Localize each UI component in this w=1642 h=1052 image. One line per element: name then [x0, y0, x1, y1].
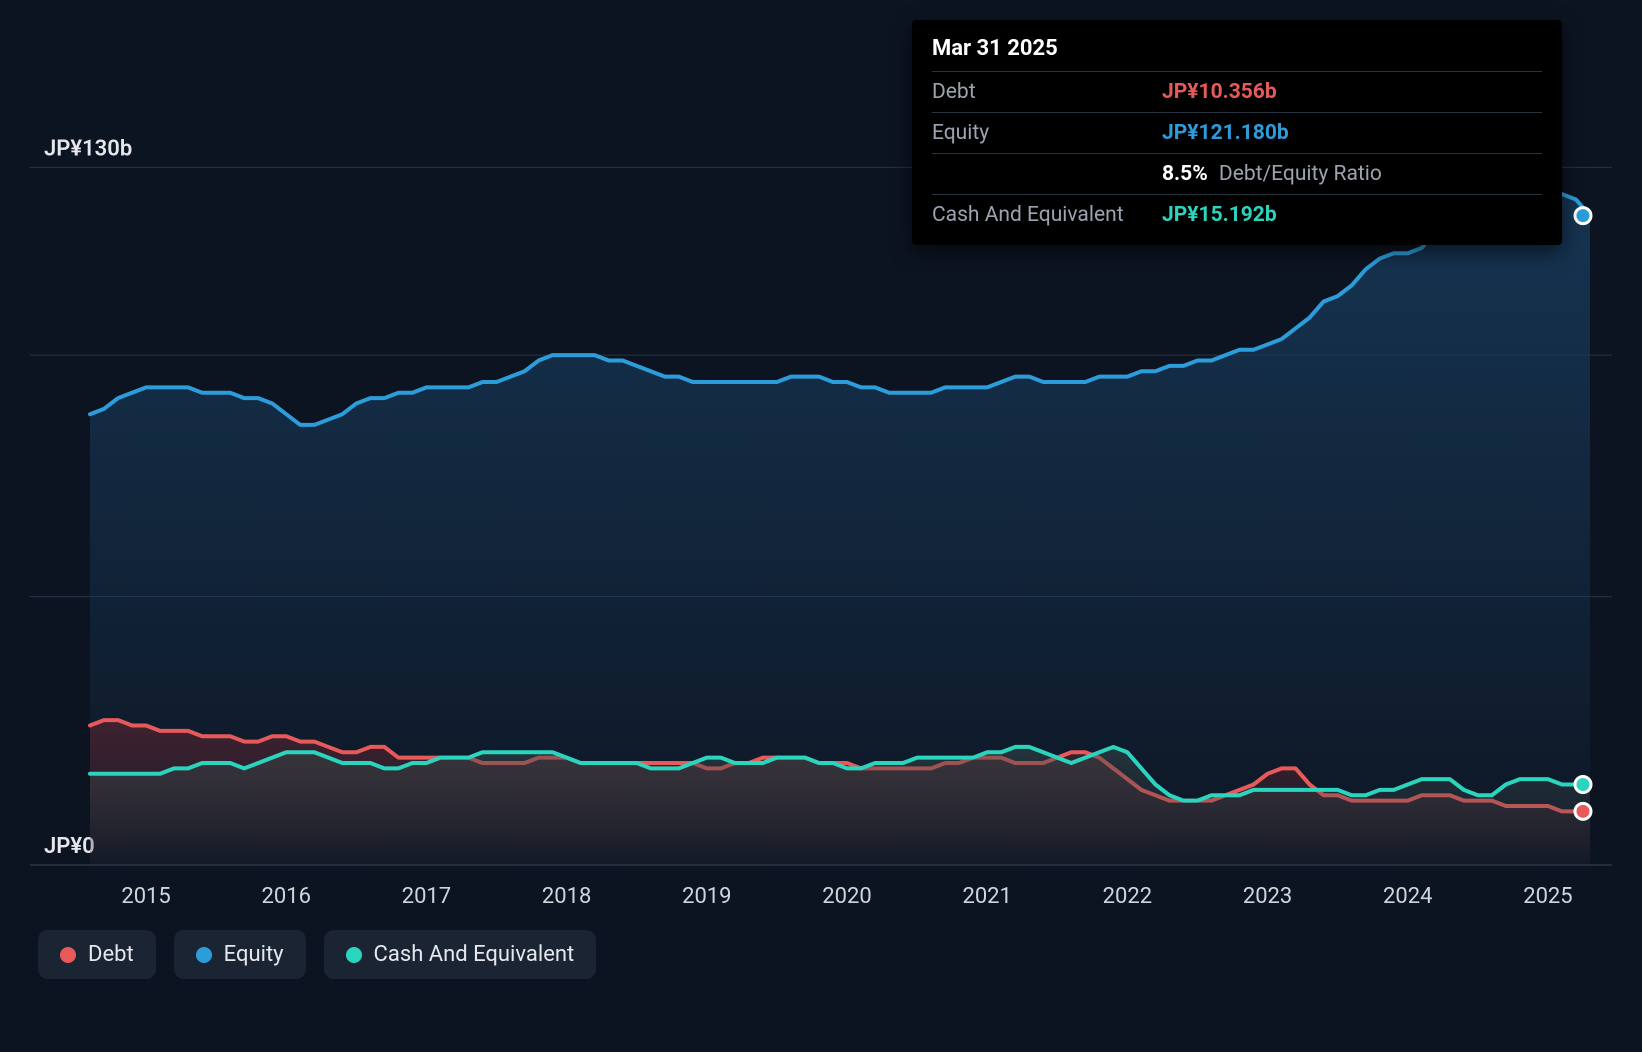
tooltip-row: DebtJP¥10.356b: [932, 71, 1542, 112]
tooltip-ratio-label: Debt/Equity Ratio: [1214, 162, 1382, 186]
legend-swatch-icon: [346, 947, 362, 963]
svg-text:2023: 2023: [1243, 884, 1292, 909]
legend-item-debt[interactable]: Debt: [38, 930, 156, 979]
legend-label: Equity: [224, 942, 284, 967]
svg-text:2015: 2015: [121, 884, 170, 909]
svg-text:JP¥0: JP¥0: [44, 834, 95, 859]
tooltip-row-label: Debt: [932, 80, 1162, 104]
svg-text:2016: 2016: [262, 884, 311, 909]
hover-tooltip: Mar 31 2025 DebtJP¥10.356bEquityJP¥121.1…: [912, 20, 1562, 245]
legend-swatch-icon: [196, 947, 212, 963]
svg-text:JP¥130b: JP¥130b: [44, 136, 132, 161]
chart-legend: Debt Equity Cash And Equivalent: [38, 930, 596, 979]
svg-text:2017: 2017: [402, 884, 451, 909]
tooltip-row-value: JP¥15.192b: [1162, 203, 1277, 227]
tooltip-row-value: JP¥10.356b: [1162, 80, 1277, 104]
svg-text:2022: 2022: [1103, 884, 1152, 909]
legend-item-equity[interactable]: Equity: [174, 930, 306, 979]
legend-swatch-icon: [60, 947, 76, 963]
svg-text:2020: 2020: [822, 884, 871, 909]
tooltip-row-label: Cash And Equivalent: [932, 203, 1162, 227]
legend-label: Cash And Equivalent: [374, 942, 575, 967]
legend-label: Debt: [88, 942, 134, 967]
svg-text:2019: 2019: [682, 884, 731, 909]
tooltip-ratio-row: 8.5% Debt/Equity Ratio: [932, 153, 1542, 194]
svg-text:2021: 2021: [962, 884, 1011, 909]
tooltip-date: Mar 31 2025: [932, 36, 1542, 71]
tooltip-row: Cash And EquivalentJP¥15.192b: [932, 194, 1542, 235]
svg-text:2018: 2018: [542, 884, 591, 909]
tooltip-row-value: JP¥121.180b: [1162, 121, 1289, 145]
tooltip-row-label: Equity: [932, 121, 1162, 145]
svg-text:2025: 2025: [1523, 884, 1572, 909]
chart-container: JP¥0 JP¥130b 2015 2016 2017 2018 2019 2020 2021 2…: [0, 0, 1642, 1052]
legend-item-cash[interactable]: Cash And Equivalent: [324, 930, 597, 979]
tooltip-row: EquityJP¥121.180b: [932, 112, 1542, 153]
tooltip-ratio-value: 8.5%: [1162, 162, 1208, 186]
svg-text:2024: 2024: [1383, 884, 1432, 909]
